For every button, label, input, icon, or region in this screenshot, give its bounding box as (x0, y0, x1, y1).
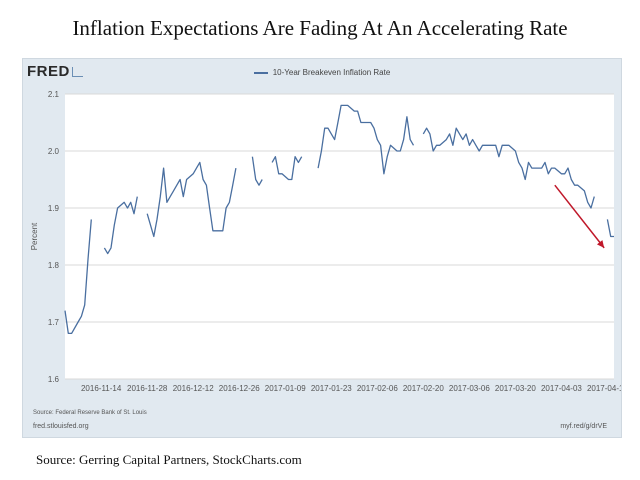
x-tick-label: 2017-04-03 (541, 384, 582, 393)
series-line-segment (103, 196, 138, 255)
x-tick-label: 2017-01-23 (311, 384, 352, 393)
x-tick-label: 2017-03-06 (449, 384, 490, 393)
y-tick-label: 1.6 (48, 375, 60, 384)
short-url-link[interactable]: myf.red/g/drVE (560, 423, 607, 430)
chart-legend: 10-Year Breakeven Inflation Rate (23, 68, 621, 77)
x-tick-label: 2017-02-06 (357, 384, 398, 393)
fred-logo: FRED (27, 63, 83, 80)
trend-arrow-shaft (554, 184, 605, 249)
x-tick-label: 2016-11-28 (127, 384, 168, 393)
series-line-segment (606, 219, 614, 238)
legend-swatch (253, 71, 268, 74)
series-line-segment (422, 127, 595, 209)
y-tick-label: 1.7 (48, 318, 60, 327)
fred-logo-chart-icon (71, 67, 83, 77)
plot-area (65, 94, 614, 379)
legend-label: 10-Year Breakeven Inflation Rate (272, 68, 391, 77)
series-line-segment (146, 161, 237, 238)
y-tick-label: 2.0 (48, 147, 60, 156)
y-axis-title: Percent (30, 222, 39, 250)
series-line-segment (251, 156, 263, 186)
y-tick-label: 2.1 (48, 90, 60, 99)
fred-site-link[interactable]: fred.stlouisfed.org (33, 423, 89, 430)
series-line-segment (64, 219, 92, 335)
y-tick-label: 1.8 (48, 261, 60, 270)
x-tick-label: 2017-04-17 (587, 384, 621, 393)
x-tick-label: 2016-12-26 (219, 384, 260, 393)
fred-chart-panel: FRED 10-Year Breakeven Inflation Rate 1.… (22, 58, 622, 438)
headline: Inflation Expectations Are Fading At An … (72, 16, 568, 40)
trend-arrow-head (596, 240, 605, 248)
caption: Source: Gerring Capital Partners, StockC… (36, 452, 302, 467)
source-note: Source: Federal Reserve Bank of St. Loui… (33, 410, 147, 416)
y-tick-label: 1.9 (48, 204, 60, 213)
series-line-segment (317, 104, 415, 175)
x-tick-label: 2017-02-20 (403, 384, 444, 393)
x-tick-label: 2017-01-09 (265, 384, 306, 393)
series-line-segment (271, 156, 303, 181)
fred-logo-text: FRED (27, 63, 70, 80)
line-chart: 1.6 1.7 1.8 1.9 2.0 2.1 2016-11-14 2016-11-28 20… (30, 90, 621, 393)
x-tick-label: 2016-11-14 (81, 384, 122, 393)
x-tick-label: 2017-03-20 (495, 384, 536, 393)
x-tick-label: 2016-12-12 (173, 384, 214, 393)
